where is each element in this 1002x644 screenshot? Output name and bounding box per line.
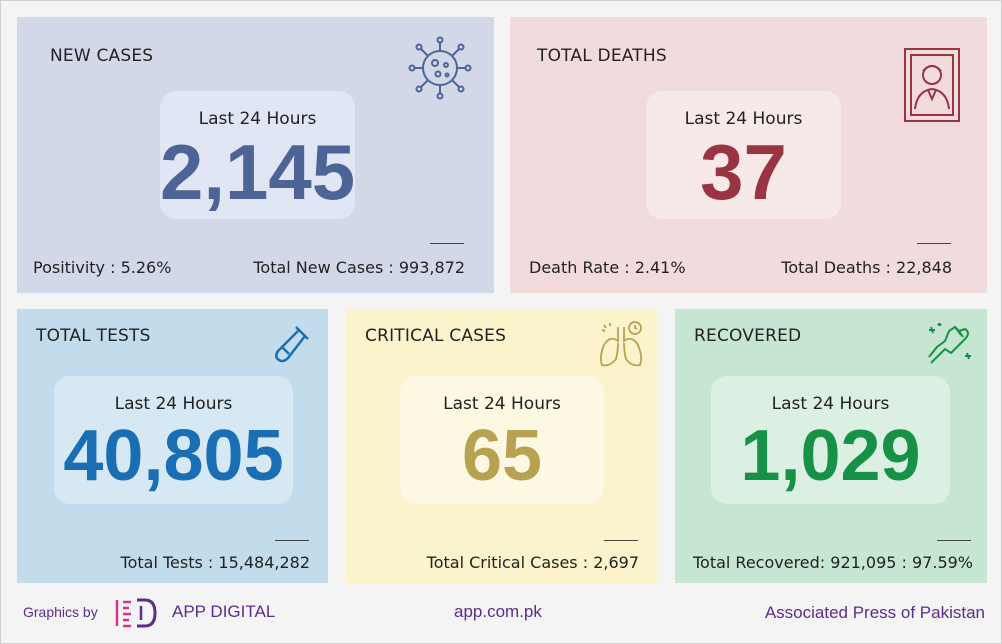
app-digital-logo-icon	[115, 598, 157, 628]
recovered-highlight: Last 24 Hours 1,029	[711, 376, 950, 504]
graphics-by-label: Graphics by	[23, 604, 98, 620]
new-cases-highlight: Last 24 Hours 2,145	[160, 91, 355, 219]
total-tests-period-label: Last 24 Hours	[114, 394, 233, 414]
brand-name: APP DIGITAL	[172, 602, 276, 621]
total-tests-highlight: Last 24 Hours 40,805	[54, 376, 293, 504]
total-new-cases-text: Total New Cases : 993,872	[253, 258, 465, 277]
total-tests-card: TOTAL TESTS Last 24 Hours 40,805 Total T…	[17, 309, 328, 583]
portrait-frame-icon	[904, 48, 960, 122]
lungs-icon	[599, 321, 643, 367]
total-tests-value: 40,805	[63, 416, 284, 496]
divider	[275, 540, 309, 541]
total-deaths-title: TOTAL DEATHS	[537, 46, 667, 66]
divider	[937, 540, 971, 541]
recovered-card: RECOVERED Last 24 Hours 1,029 Total Reco…	[675, 309, 987, 583]
footer: Graphics by APP DIGITAL app.com.pk Assoc…	[1, 593, 1001, 633]
total-tests-title: TOTAL TESTS	[36, 326, 151, 346]
total-deaths-text: Total Deaths : 22,848	[781, 258, 952, 277]
death-rate-text: Death Rate : 2.41%	[529, 258, 686, 277]
divider	[604, 540, 638, 541]
critical-cases-card: CRITICAL CASES Last 24 Hours 65 Total Cr…	[346, 309, 657, 583]
total-recovered-text: Total Recovered: 921,095 : 97.59%	[692, 553, 973, 572]
site-link[interactable]: app.com.pk	[454, 602, 542, 621]
critical-cases-highlight: Last 24 Hours 65	[400, 376, 604, 504]
recovered-value: 1,029	[740, 416, 921, 496]
total-critical-cases-text: Total Critical Cases : 2,697	[426, 553, 639, 572]
total-tests-text: Total Tests : 15,484,282	[120, 553, 310, 572]
new-cases-period-label: Last 24 Hours	[198, 109, 317, 129]
recovered-title: RECOVERED	[694, 326, 802, 346]
agency-name: Associated Press of Pakistan	[764, 603, 985, 622]
fist-bump-icon	[928, 322, 971, 364]
total-deaths-value: 37	[700, 128, 787, 216]
divider	[430, 243, 464, 244]
new-cases-title: NEW CASES	[50, 46, 154, 66]
total-deaths-period-label: Last 24 Hours	[684, 109, 803, 129]
divider	[917, 243, 951, 244]
total-deaths-highlight: Last 24 Hours 37	[646, 91, 841, 219]
test-tube-icon	[275, 326, 309, 363]
virus-icon	[408, 36, 472, 100]
recovered-period-label: Last 24 Hours	[771, 394, 890, 414]
critical-cases-period-label: Last 24 Hours	[443, 394, 561, 414]
critical-cases-title: CRITICAL CASES	[365, 326, 507, 346]
critical-cases-value: 65	[461, 416, 543, 496]
new-cases-card: NEW CASES Last 24 Hours 2,145 Positivity…	[17, 17, 494, 293]
positivity-text: Positivity : 5.26%	[33, 258, 172, 277]
total-deaths-card: TOTAL DEATHS Last 24 Hours 37 Death Rate…	[510, 17, 987, 293]
new-cases-value: 2,145	[160, 128, 356, 216]
